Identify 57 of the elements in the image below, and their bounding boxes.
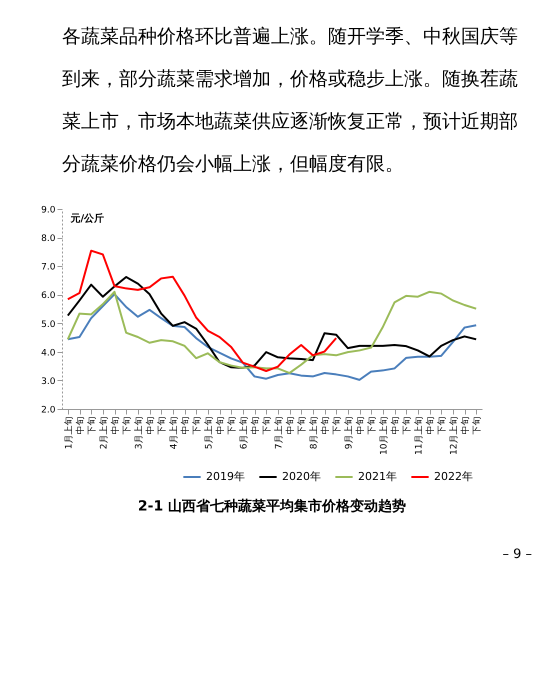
x-tick-label: 7月上旬 <box>273 416 284 450</box>
x-tick-label: 4月上旬 <box>168 416 180 450</box>
x-tick-label: 12月上旬 <box>448 416 460 455</box>
text: 2-1 山西省七种蔬菜平均集市价格变动趋势 <box>138 497 406 514</box>
line-series <box>66 250 338 372</box>
y-tick-label: 6.0 <box>41 291 56 302</box>
x-tick-label: 中旬 <box>180 416 191 434</box>
text: 分蔬菜价格仍会小幅上涨，但幅度有限。 <box>62 152 404 175</box>
legend-label: 2021年 <box>358 470 397 483</box>
text: – 9 – <box>502 547 532 562</box>
x-tick-label: 中旬 <box>425 416 436 434</box>
y-tick-label: 5.0 <box>41 320 56 330</box>
x-tick-label: 10月上旬 <box>378 416 390 455</box>
x-tick-label: 中旬 <box>390 416 401 434</box>
x-tick-label: 中旬 <box>215 416 226 434</box>
x-tick-label: 下旬 <box>332 416 343 434</box>
x-tick-label: 下旬 <box>472 416 483 434</box>
x-tick-label: 9月上旬 <box>343 416 354 450</box>
y-tick-label: 2.0 <box>41 406 56 416</box>
x-tick-label: 2月上旬 <box>98 416 110 450</box>
x-tick-label: 下旬 <box>366 416 378 434</box>
x-tick-label: 下旬 <box>436 416 448 434</box>
y-tick-label: 7.0 <box>41 262 56 273</box>
x-tick-label: 11月上旬 <box>413 416 424 455</box>
x-tick-label: 下旬 <box>226 416 238 434</box>
x-tick-label: 中旬 <box>285 416 296 434</box>
x-tick-label: 3月上旬 <box>133 416 144 450</box>
legend-label: 2019年 <box>206 470 245 483</box>
x-tick-label: 下旬 <box>156 416 168 434</box>
x-tick-label: 下旬 <box>262 416 273 434</box>
x-tick-label: 中旬 <box>250 416 261 434</box>
y-axis-title: 元/公斤 <box>70 212 104 224</box>
line-series <box>66 276 478 369</box>
x-tick-label: 中旬 <box>110 416 121 434</box>
x-tick-label: 中旬 <box>145 416 156 434</box>
x-tick-label: 中旬 <box>460 416 471 434</box>
y-tick-label: 3.0 <box>41 376 56 387</box>
y-tick-label: 8.0 <box>41 234 56 244</box>
x-tick-label: 中旬 <box>355 416 366 434</box>
x-tick-label: 下旬 <box>402 416 413 434</box>
x-tick-label: 中旬 <box>320 416 331 434</box>
text: 各蔬菜品种价格环比普遍上涨。随开学季、中秋国庆等 <box>62 25 518 48</box>
x-tick-label: 中旬 <box>75 416 86 434</box>
text: 菜上市，市场本地蔬菜供应逐渐恢复正常，预计近期部 <box>62 110 518 132</box>
x-tick-label: 下旬 <box>122 416 133 434</box>
x-tick-label: 8月上旬 <box>308 416 320 450</box>
x-tick-label: 6月上旬 <box>238 416 250 450</box>
x-tick-label: 下旬 <box>296 416 308 434</box>
x-tick-label: 1月上旬 <box>63 416 74 450</box>
text: 到来，部分蔬菜需求增加，价格或稳步上涨。随换茬蔬 <box>62 68 518 90</box>
x-tick-label: 下旬 <box>86 416 98 434</box>
legend-label: 2022年 <box>434 470 473 483</box>
legend-label: 2020年 <box>282 470 321 483</box>
x-tick-label: 5月上旬 <box>203 416 214 450</box>
x-tick-label: 下旬 <box>192 416 203 434</box>
y-tick-label: 9.0 <box>41 206 56 216</box>
y-tick-label: 4.0 <box>41 348 56 358</box>
